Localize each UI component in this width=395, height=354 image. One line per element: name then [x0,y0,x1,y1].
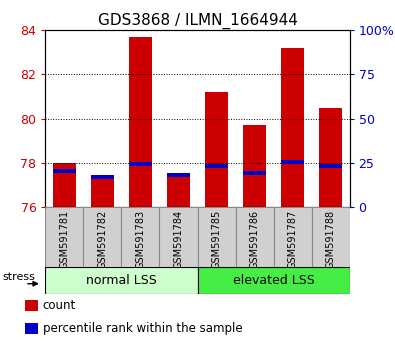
Bar [122,207,160,267]
Bar [281,160,304,164]
Bar [319,108,342,207]
Text: GSM591786: GSM591786 [250,210,260,269]
Bar [243,171,266,175]
Text: percentile rank within the sample: percentile rank within the sample [43,322,243,335]
Title: GDS3868 / ILMN_1664944: GDS3868 / ILMN_1664944 [98,12,297,29]
Text: GSM591783: GSM591783 [135,210,145,269]
Text: GSM591787: GSM591787 [288,210,297,269]
Bar [83,207,122,267]
Bar [25,299,38,311]
Bar [205,92,228,207]
Bar [205,164,228,168]
Bar [273,207,312,267]
Bar [235,207,274,267]
Text: normal LSS: normal LSS [86,274,157,287]
Text: count: count [43,299,76,312]
Text: GSM591784: GSM591784 [173,210,184,269]
Text: GSM591781: GSM591781 [59,210,70,269]
Text: GSM591782: GSM591782 [98,210,107,269]
Bar [198,267,350,294]
Bar [91,175,114,179]
Bar [319,164,342,168]
Bar [160,207,198,267]
Bar [312,207,350,267]
Bar [25,322,38,334]
Text: GSM591788: GSM591788 [325,210,336,269]
Bar [53,169,76,172]
Bar [129,37,152,207]
Text: stress: stress [2,272,35,282]
Bar [45,207,83,267]
Bar [198,207,235,267]
Bar [167,173,190,177]
Text: GSM591785: GSM591785 [211,210,222,269]
Bar [129,162,152,166]
Bar [167,174,190,207]
Bar [53,163,76,207]
Bar [243,125,266,207]
Bar [281,48,304,207]
Text: elevated LSS: elevated LSS [233,274,314,287]
Bar [91,176,114,207]
Bar [45,267,198,294]
